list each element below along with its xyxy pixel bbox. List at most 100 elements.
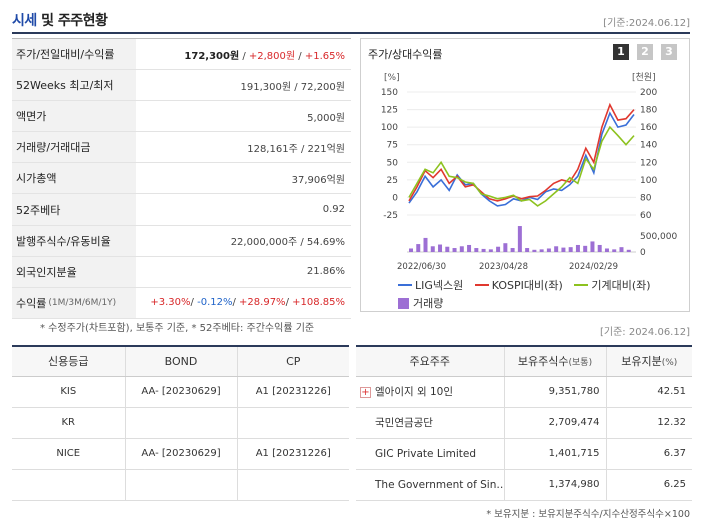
stats-value-part: 21.86% [306,266,345,278]
legend-line-icon [398,284,412,286]
holder-name: 국민연금공단 [375,417,433,429]
credit-cell: A1 [20231226] [236,376,349,408]
holder-pct: 12.32 [605,407,692,439]
stats-value-part: / [190,297,198,309]
right-tick-label: 100 [640,176,657,186]
stats-row: 수익률 (1M/3M/6M/1Y) +3.30%/ -0.12%/ +28.97%/… [12,287,351,319]
legend-item-machine[interactable]: 기계대비(좌) [574,277,651,293]
stats-label: 수익률 (1M/3M/6M/1Y) [12,287,136,318]
chart-page-1-button[interactable]: 1 [613,44,629,60]
volume-bar [517,226,522,252]
volume-bar [409,248,413,252]
left-tick-label: 0 [392,193,398,203]
stats-label-text: 외국인지분율 [16,265,77,279]
stats-row: 액면가 5,000원 [12,101,351,133]
stats-value: +3.30%/ -0.12%/ +28.97%/ +108.85% [136,297,351,308]
chart-page-3-button[interactable]: 3 [661,44,677,60]
credit-header-cp: CP [236,346,349,377]
holder-shares: 9,351,780 [503,376,606,408]
volume-bar [503,243,508,252]
left-tick-label: 125 [381,106,398,116]
stats-value-part: +2,800원 [248,50,296,62]
holder-pct: 42.51 [605,376,692,408]
legend-item-kospi[interactable]: KOSPI대비(좌) [474,277,563,293]
stats-label-text: 거래량/거래대금 [16,141,91,155]
stats-value: 172,300원 / +2,800원 / +1.65% [136,47,351,62]
stats-value-part: 37,906억원 [291,174,345,186]
legend-line-icon [574,284,589,286]
stats-value-part: 22,000,000주 / 54.69% [230,237,345,249]
chart-title: 주가/상대수익률 [368,48,443,61]
right-tick-label: 120 [640,158,657,168]
legend-bar-icon [398,297,409,309]
holders-header-shares: 보유주식수(보통) [503,346,606,377]
holders-header-shares-unit: (보통) [568,358,593,369]
volume-bar [452,248,457,252]
stats-row: 발행주식수/유동비율 22,000,000주 / 54.69% [12,225,351,257]
holders-header-name: 주요주주 [356,346,504,377]
credit-cell: KR [12,407,125,439]
relative-return-chart: [%] [천원] 150 200 125 180 100 160 75 140 50 120 25 100… [381,72,678,272]
stats-value-part: 5,000원 [307,112,345,124]
stats-label-text: 주가/전일대비/수익률 [16,48,115,62]
stats-value: 37,906억원 [136,171,351,186]
holder-name: The Government of Sin… [375,478,504,491]
holder-pct: 6.25 [605,469,692,501]
stats-value: 21.86% [136,266,351,277]
volume-bar [474,248,479,252]
holder-shares: 1,374,980 [503,469,606,501]
right-tick-label: 180 [640,106,657,116]
holder-row: The Government of Sin… 1,374,980 6.25 [356,469,692,501]
credit-row: KIS AA- [20230629] A1 [20231226] [12,376,349,408]
stats-row: 52주베타 0.92 [12,194,351,226]
stats-label: 발행주식수/유동비율 [12,225,136,256]
reference-date: [기준:2024.06.12] [603,18,690,29]
credit-cell: A1 [20231226] [236,438,349,470]
series-line [408,102,635,202]
credit-row [12,469,349,501]
stats-label: 외국인지분율 [12,256,136,287]
stats-value: 0.92 [136,204,351,215]
holder-name: 엘아이지 외 10인 [375,386,453,398]
left-tick-label: 150 [381,88,398,98]
stats-row: 외국인지분율 21.86% [12,256,351,288]
legend-item-lig[interactable]: LIG넥스원 [398,277,463,293]
right-tick-label: 80 [640,193,652,203]
volume-bar [539,249,544,252]
credit-cell [124,469,237,501]
holders-footnote: * 보유지분 : 보유지분주식수/지수산정주식수×100 [486,509,690,520]
holder-name-cell: GIC Private Limited [356,438,504,470]
legend-item-volume[interactable]: 거래량 [398,295,443,311]
holder-shares: 2,709,474 [503,407,606,439]
holder-pct: 6.37 [605,438,692,470]
credit-row: NICE AA- [20230629] A1 [20231226] [12,438,349,470]
stats-label-text: 52주베타 [16,203,61,217]
section-title-rest: 및 주주현황 [36,13,108,29]
stats-value: 191,300원 / 72,200원 [136,78,351,93]
stats-value-part: +108.85% [292,297,345,309]
stats-row: 주가/전일대비/수익률 172,300원 / +2,800원 / +1.65% [12,39,351,71]
stats-value: 128,161주 / 221억원 [136,140,351,155]
left-tick-label: -25 [383,211,398,221]
stats-label-text: 수익률 [16,296,47,310]
stats-value-part: / [232,297,240,309]
x-tick-label: 2024/02/29 [569,262,618,272]
holders-header-pct-label: 보유지분 [621,355,662,369]
volume-bar [590,241,595,252]
chart-page-2-button[interactable]: 2 [637,44,653,60]
credit-cell: AA- [20230629] [124,376,237,408]
legend-label: LIG넥스원 [415,279,464,292]
holder-name-cell[interactable]: + 엘아이지 외 10인 [356,376,504,408]
stats-value-part: 172,300원 [184,50,240,62]
stats-value-part: -0.12% [197,297,233,309]
legend-label: 기계대비(좌) [591,279,651,292]
credit-row: KR [12,407,349,439]
expand-plus-icon[interactable]: + [360,386,371,398]
volume-bar [619,247,624,252]
legend-label: KOSPI대비(좌) [491,279,563,292]
stats-footnote: * 수정주가(차트포함), 보통주 기준, * 52주베타: 주간수익률 기준 [40,323,315,334]
stats-value-part: / [239,50,249,62]
left-axis-unit: [%] [384,73,400,83]
holder-name-cell: 국민연금공단 [356,407,504,439]
credit-cell: AA- [20230629] [124,438,237,470]
